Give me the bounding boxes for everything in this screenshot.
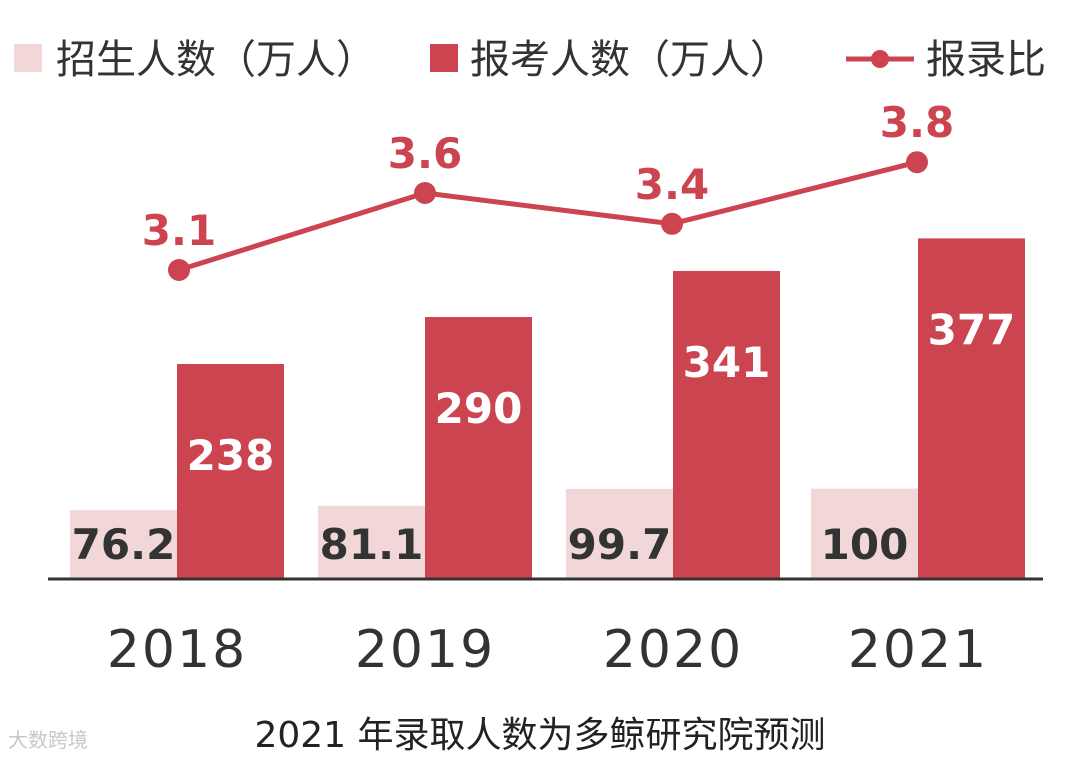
x-tick-label-2018: 2018	[107, 620, 247, 680]
data-label-applicants-2021: 377	[928, 305, 1016, 354]
bar-enrolled-2020	[566, 488, 673, 579]
legend-swatch-enrolled	[14, 44, 42, 72]
legend-label-enrolled: 招生人数（万人）	[56, 37, 376, 83]
watermark: 大数跨境	[8, 728, 88, 752]
x-tick-label-2019: 2019	[355, 620, 495, 680]
ratio-label-2020: 3.4	[635, 160, 709, 209]
bar-applicants-2021	[918, 238, 1025, 579]
ratio-point-2020	[661, 212, 683, 235]
ratio-label-2019: 3.6	[388, 129, 462, 178]
legend-swatch-applicants	[430, 44, 458, 72]
x-tick-label-2020: 2020	[603, 620, 743, 680]
ratio-point-2021	[906, 151, 928, 174]
ratio-point-2019	[414, 182, 436, 204]
bar-enrolled-2019	[318, 505, 425, 579]
ratio-label-2018: 3.1	[142, 206, 216, 255]
bars	[70, 238, 1025, 579]
bar-labels: 76.2 81.1 99.7 100 238 290 341 377	[72, 305, 1016, 569]
ratio-polyline	[178, 159, 918, 273]
data-label-applicants-2019: 290	[435, 384, 523, 433]
data-label-applicants-2018: 238	[187, 431, 275, 480]
legend-label-ratio: 报录比	[926, 37, 1046, 83]
x-tick-label-2021: 2021	[848, 620, 988, 680]
bar-enrolled-2018	[70, 510, 177, 579]
bar-applicants-2020	[673, 270, 780, 579]
data-label-applicants-2020: 341	[683, 338, 771, 387]
legend-label-applicants: 报考人数（万人）	[470, 37, 790, 83]
data-label-enrolled-2020: 99.7	[568, 520, 672, 569]
legend-marker-ratio	[871, 50, 889, 68]
data-label-enrolled-2021: 100	[821, 520, 909, 569]
data-label-enrolled-2019: 81.1	[320, 520, 424, 569]
x-tick-labels: 2018 2019 2020 2021	[107, 620, 988, 680]
bar-applicants-2018	[177, 364, 284, 579]
bar-applicants-2019	[425, 317, 532, 579]
data-label-enrolled-2018: 76.2	[72, 520, 176, 569]
bar-enrolled-2021	[811, 488, 918, 579]
legend: 招生人数（万人） 报考人数（万人） 报录比	[14, 37, 1046, 83]
chart: 招生人数（万人） 报考人数（万人） 报录比 76.2 81.1 99.7 100 238 29…	[14, 37, 1046, 680]
footnote: 2021 年录取人数为多鲸研究院预测	[254, 715, 826, 756]
ratio-line: 3.1 3.6 3.4 3.8	[142, 98, 954, 281]
ratio-point-2018	[168, 259, 190, 281]
ratio-label-2021: 3.8	[880, 98, 954, 147]
